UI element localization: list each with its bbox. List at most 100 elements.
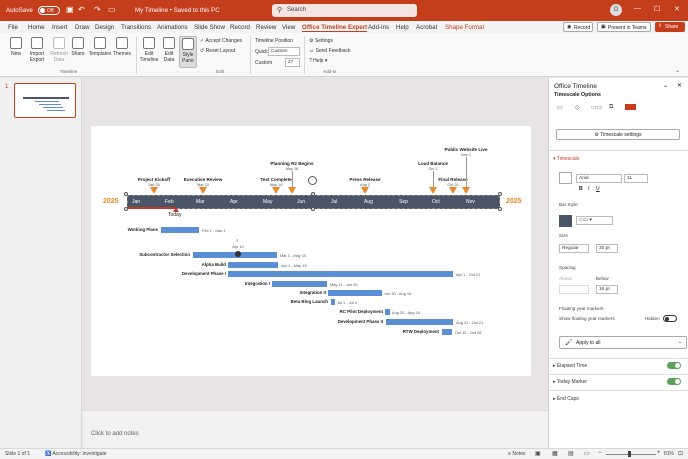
elapsed-time-toggle[interactable] [667, 362, 681, 369]
apply-to-all-button[interactable]: 🖌 Apply to all ⌄ [559, 336, 687, 349]
reset-layout-button[interactable]: ↺ Reset Layout [200, 48, 236, 54]
tab-transitions[interactable]: Transitions [121, 24, 152, 31]
milestone-marker-icon[interactable] [449, 187, 457, 194]
milestone-marker-icon[interactable] [429, 187, 437, 194]
size-select[interactable]: Regular [559, 244, 589, 253]
tab-add-ins[interactable]: Add-ins [368, 24, 389, 31]
italic-icon[interactable]: I [588, 186, 590, 192]
task-bar[interactable] [386, 319, 453, 325]
elapsed-time-section[interactable]: ▸ Elapsed Time [553, 363, 588, 369]
redo-icon[interactable]: ↷ [94, 5, 101, 14]
present-icon[interactable]: ▭ [108, 5, 116, 14]
notes-area[interactable]: Click to add notes [83, 410, 548, 448]
accessibility-status[interactable]: ♿ Accessibility: Investigate [45, 451, 107, 457]
today-marker-toggle[interactable] [667, 378, 681, 385]
tab-home[interactable]: Home [28, 24, 45, 31]
pane-close-icon[interactable]: ✕ [677, 83, 683, 89]
zoom-level[interactable]: 81% [664, 451, 675, 457]
selection-handle[interactable] [311, 207, 315, 211]
tab-draw[interactable]: Draw [75, 24, 90, 31]
help-button[interactable]: ? Help ▾ [309, 58, 328, 64]
bar-shape-select[interactable]: ▭▭ ▾ [576, 216, 613, 225]
milestone-marker-icon[interactable] [361, 187, 369, 194]
selection-handle[interactable] [498, 207, 502, 211]
milestone-marker-icon[interactable] [150, 187, 158, 194]
style-pane-button[interactable]: Style Pane [179, 36, 197, 68]
settings-button[interactable]: ⚙ Settings [309, 38, 333, 44]
slide-thumbnail[interactable] [14, 83, 76, 118]
refresh-data-button[interactable]: Refresh Data [49, 37, 69, 63]
milestone-marker-icon[interactable] [272, 187, 280, 194]
timescale-settings-button[interactable]: ⚙ Timescale settings [556, 129, 680, 140]
zoom-slider-thumb[interactable] [628, 451, 631, 457]
import-export-button[interactable]: Import Export [27, 37, 47, 63]
record-button[interactable]: ◉ Record [563, 22, 593, 32]
quick-position-select[interactable]: Custom [268, 47, 300, 56]
selection-handle[interactable] [124, 207, 128, 211]
tab-shape-format[interactable]: Shape Format [445, 24, 485, 31]
pane-options-icon[interactable]: ⌄ [663, 83, 669, 89]
zoom-out-icon[interactable]: − [598, 450, 602, 456]
accept-changes-button[interactable]: ✓ Accept Changes [200, 38, 243, 44]
minimize-icon[interactable]: — [634, 5, 641, 12]
zoom-in-icon[interactable]: + [657, 450, 661, 456]
slideshow-view-icon[interactable]: ▭ [584, 451, 590, 457]
milestone-marker-icon[interactable] [199, 187, 207, 194]
tab-view[interactable]: View [282, 24, 296, 31]
font-color-swatch[interactable] [559, 172, 572, 184]
tab-record[interactable]: Record [230, 24, 250, 31]
slide[interactable] [91, 126, 531, 376]
spacing-above-input[interactable] [559, 285, 589, 294]
underline-icon[interactable]: U [596, 186, 600, 192]
task-style-icon[interactable]: ▭ [557, 105, 563, 111]
task-bar[interactable] [272, 281, 327, 287]
bold-icon[interactable]: B [579, 186, 583, 192]
autosave-toggle[interactable]: Off [38, 6, 60, 15]
timescale-section-header[interactable]: ▾ Timescale [553, 156, 580, 162]
today-marker-section[interactable]: ▸ Today Marker [553, 379, 588, 385]
swimlane-style-icon[interactable]: ▭▭ [591, 105, 603, 111]
collapse-ribbon-icon[interactable]: ⌄ [675, 68, 681, 74]
task-bar[interactable] [442, 329, 452, 335]
tab-acrobat[interactable]: Acrobat [416, 24, 438, 31]
fit-to-window-icon[interactable]: ⊡ [678, 451, 684, 457]
floating-year-toggle[interactable] [663, 315, 677, 322]
tab-animations[interactable]: Animations [157, 24, 188, 31]
today-marker-icon[interactable] [173, 207, 179, 212]
slide-sorter-icon[interactable]: ▦ [552, 451, 558, 457]
task-bar[interactable] [228, 262, 278, 268]
custom-position-input[interactable]: 27 [285, 58, 300, 67]
templates-button[interactable]: Templates [88, 37, 112, 57]
selection-handle[interactable] [498, 192, 502, 196]
close-icon[interactable]: ✕ [674, 6, 680, 13]
size-pt-input[interactable]: 30 pt [596, 244, 618, 253]
tab-file[interactable]: File [8, 24, 18, 31]
send-feedback-button[interactable]: ☺ Send Feedback [309, 48, 351, 54]
themes-button[interactable]: Themes [112, 37, 132, 57]
sub-milestone-icon[interactable] [235, 251, 241, 257]
task-bar[interactable] [228, 271, 453, 277]
tab-help[interactable]: Help [396, 24, 409, 31]
bar-color-swatch[interactable] [559, 215, 572, 227]
edit-timeline-button[interactable]: Edit Timeline [139, 37, 159, 63]
tab-office-timeline-expert[interactable]: Office Timeline Expert [302, 24, 368, 32]
share-button[interactable]: ⇪ Share [655, 22, 685, 32]
ribbon-share-button[interactable]: Share [69, 37, 87, 57]
task-bar[interactable] [331, 299, 335, 305]
new-button[interactable]: New [6, 37, 26, 57]
notes-button[interactable]: ≡ Notes [508, 451, 526, 457]
user-avatar[interactable]: O [610, 4, 622, 16]
maximize-icon[interactable]: ☐ [654, 6, 661, 13]
search-box[interactable]: ⚲ Search [272, 4, 417, 17]
task-bar[interactable] [328, 290, 382, 296]
tab-design[interactable]: Design [95, 24, 115, 31]
rotate-handle-icon[interactable] [308, 176, 317, 185]
edit-data-button[interactable]: Edit Data [160, 37, 178, 63]
spacing-below-input[interactable]: 16 pt [596, 285, 618, 294]
end-caps-section[interactable]: ▸ End Caps [553, 396, 579, 402]
milestone-marker-icon[interactable] [288, 187, 296, 194]
save-icon[interactable]: ▣ [66, 5, 74, 14]
present-in-teams-button[interactable]: ▣ Present in Teams [597, 22, 651, 32]
connector-style-icon[interactable]: ⧉ [609, 104, 614, 110]
tab-review[interactable]: Review [256, 24, 277, 31]
